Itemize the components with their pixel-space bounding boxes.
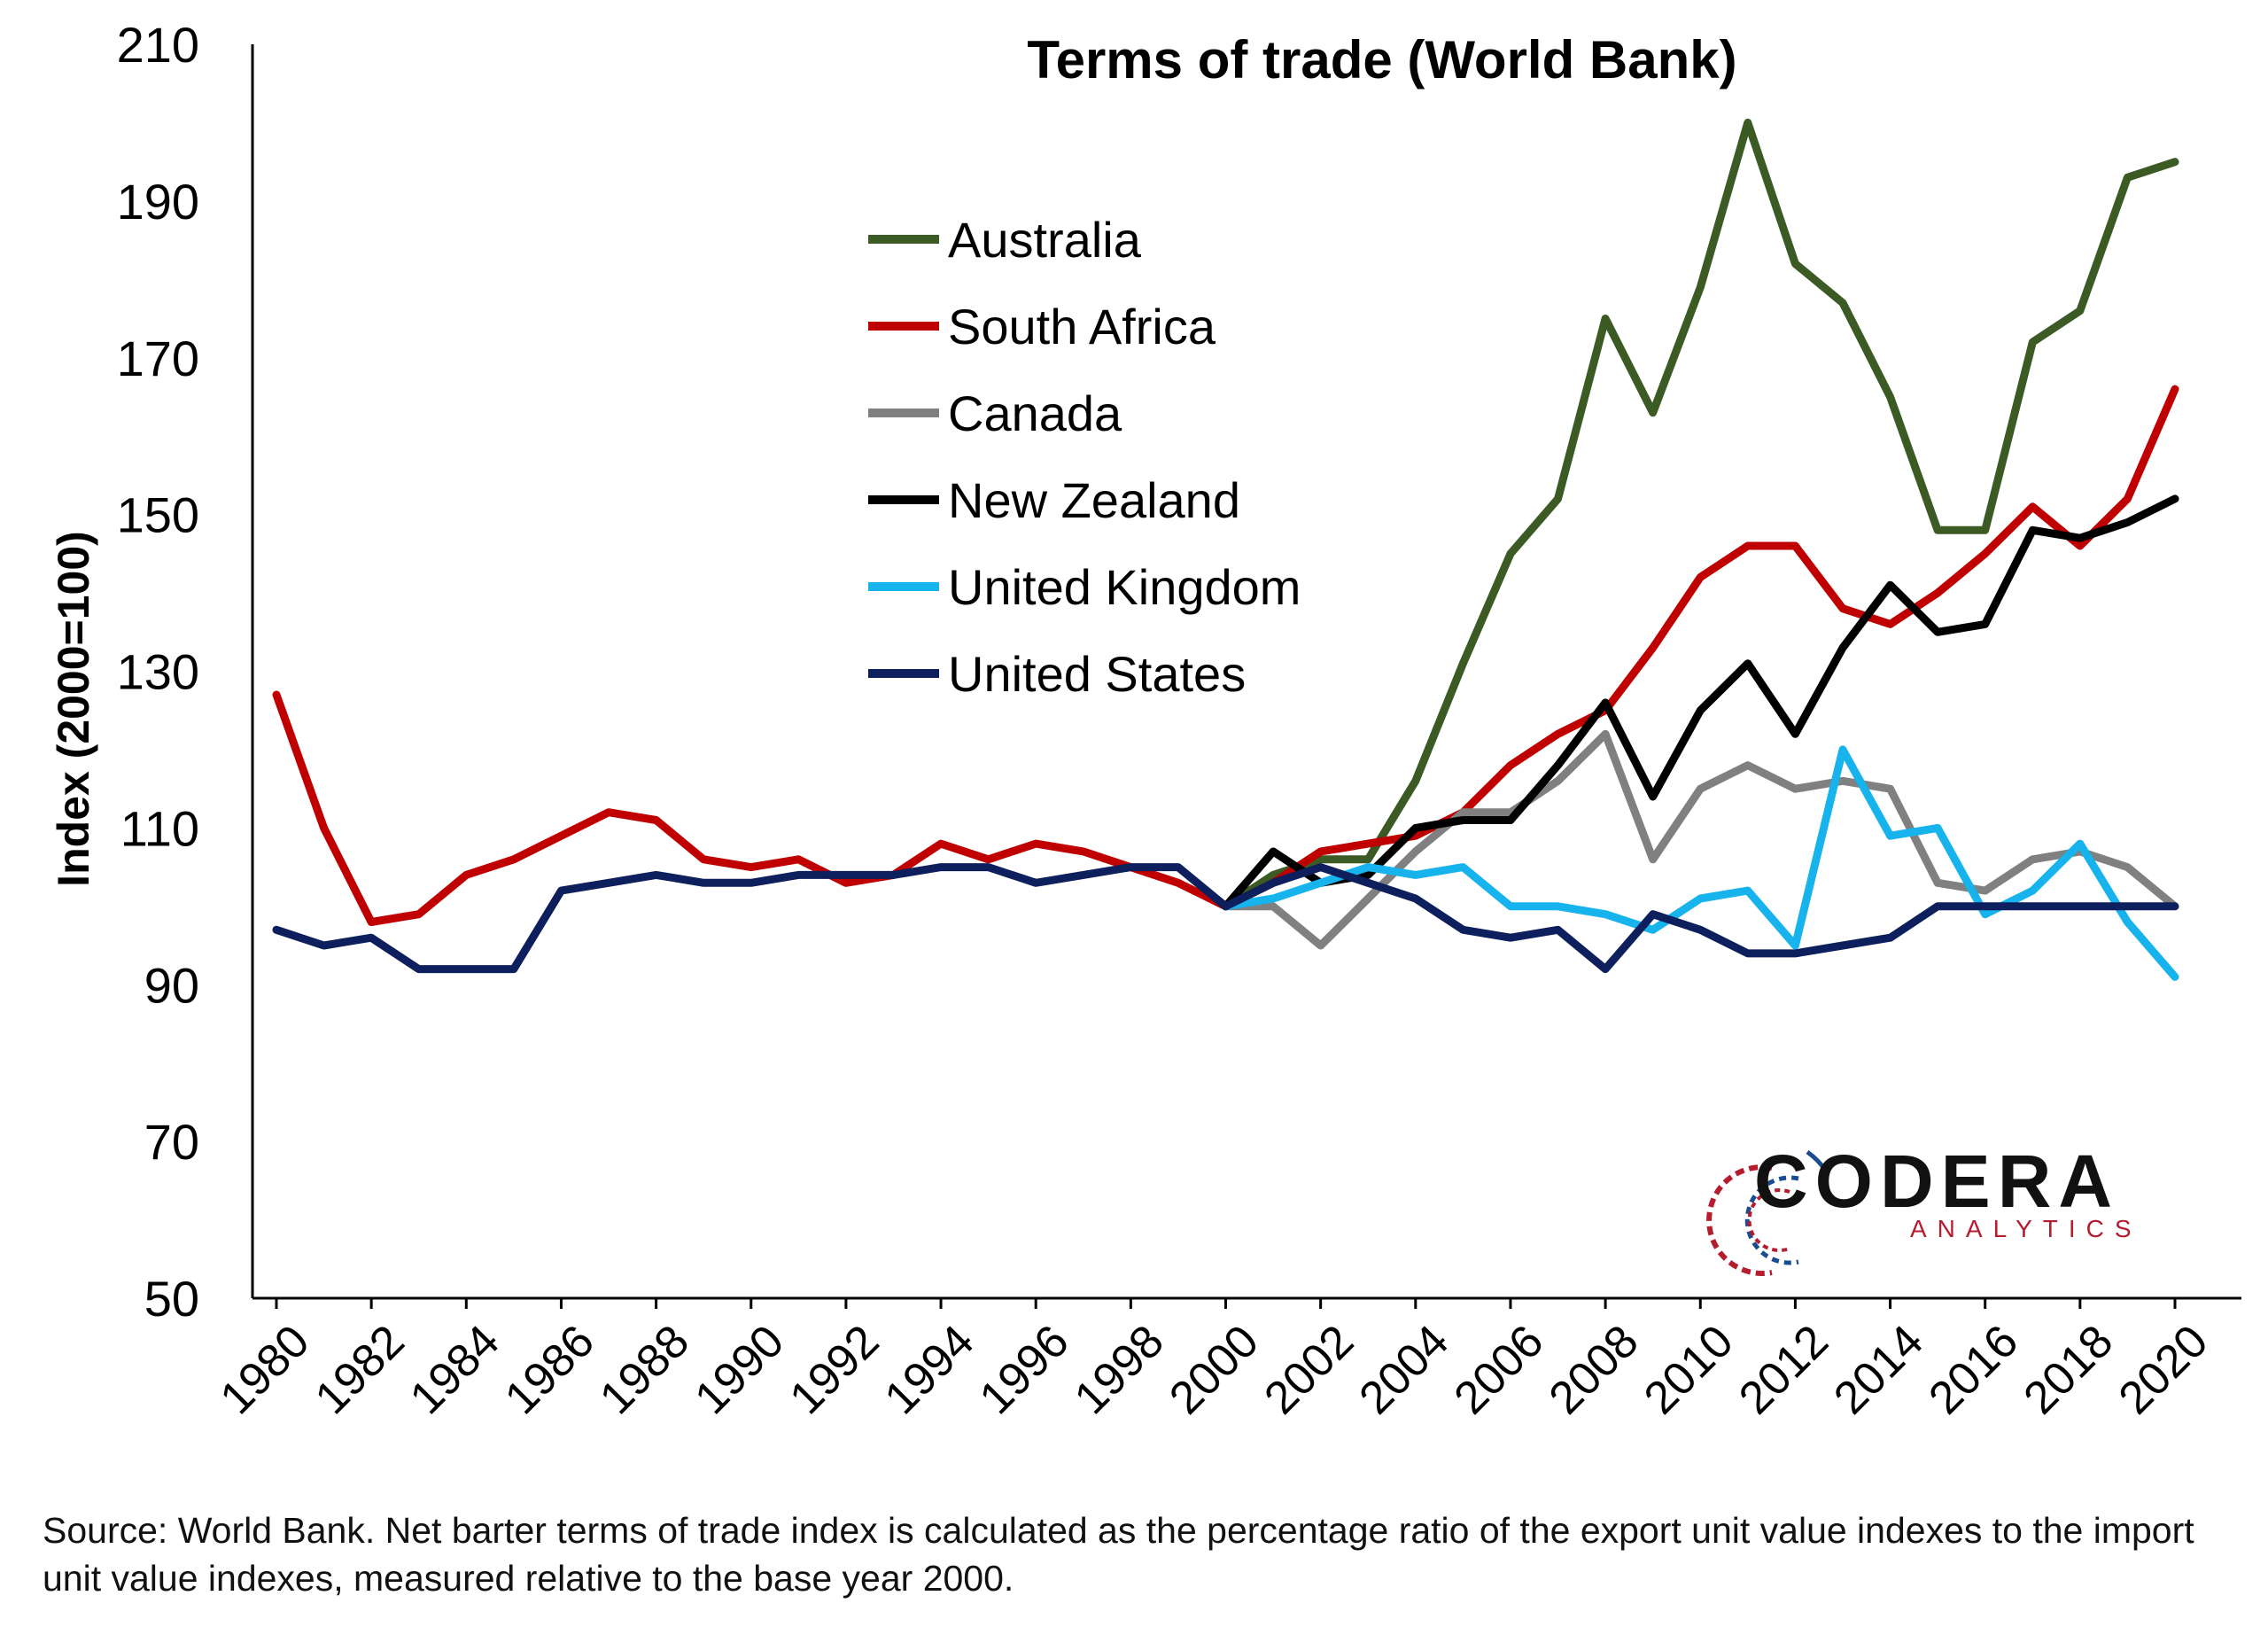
axes (251, 44, 2241, 1300)
x-tick-label: 2008 (1540, 1315, 1649, 1424)
y-tick-label: 190 (117, 174, 199, 230)
logo-mark-icon (1706, 1149, 1828, 1276)
x-tick-label: 1984 (400, 1315, 509, 1424)
x-tick-label: 2002 (1254, 1315, 1363, 1424)
y-tick-label: 90 (144, 957, 199, 1013)
y-tick-label: 50 (144, 1271, 199, 1327)
x-tick-label: 2004 (1349, 1315, 1458, 1424)
x-tick-label: 2018 (2015, 1315, 2124, 1424)
y-tick-label: 70 (144, 1114, 199, 1170)
x-tick-label: 2020 (2109, 1315, 2218, 1424)
x-tick-label: 1982 (306, 1315, 415, 1424)
logo-name: CODERA (1754, 1140, 2119, 1223)
y-tick-label: 110 (120, 800, 199, 856)
x-tick-label: 2006 (1445, 1315, 1554, 1424)
x-tick-label: 2016 (1919, 1315, 2028, 1424)
x-tick-label: 1990 (685, 1315, 794, 1424)
codera-logo: CODERA ANALYTICS (1706, 1140, 2142, 1276)
y-tick-labels: 50 70 90 110 130 150 170 190 210 (117, 17, 199, 1327)
legend-label: New Zealand (948, 472, 1240, 528)
y-tick-label: 150 (117, 487, 199, 543)
series-line-united-states (272, 863, 2179, 974)
legend-label: United States (948, 646, 1246, 702)
logo-subtitle: ANALYTICS (1910, 1215, 2142, 1242)
legend-label: United Kingdom (948, 559, 1301, 615)
legend-label: South Africa (948, 299, 1216, 354)
y-tick-label: 130 (117, 644, 199, 700)
legend: Australia South Africa Canada New Zealand Un… (868, 212, 1301, 702)
y-tick-label: 210 (117, 17, 199, 73)
x-tick-label: 1980 (211, 1315, 320, 1424)
x-tick-label: 2010 (1635, 1315, 1744, 1424)
legend-label: Canada (948, 385, 1122, 441)
series-lines (272, 118, 2179, 981)
y-tick-label: 170 (117, 331, 199, 386)
x-tick-label: 2014 (1824, 1315, 1933, 1424)
source-note: Source: World Bank. Net barter terms of … (43, 1510, 2194, 1599)
x-tick-label: 1998 (1065, 1315, 1174, 1424)
y-axis-label: Index (2000=100) (49, 531, 98, 887)
x-tick-label: 1988 (590, 1315, 699, 1424)
series-line-united-kingdom (1222, 745, 2179, 981)
x-tick-label: 1996 (970, 1315, 1079, 1424)
x-tick-label: 2000 (1160, 1315, 1269, 1424)
x-tick-label: 1992 (781, 1315, 889, 1424)
x-tick-label: 1986 (495, 1315, 604, 1424)
series-line-canada (1222, 729, 2179, 950)
legend-label: Australia (948, 212, 1142, 268)
chart-title: Terms of trade (World Bank) (1027, 30, 1736, 90)
x-tick-labels: 1980198219841986198819901992199419961998… (211, 1298, 2218, 1424)
x-tick-label: 1994 (875, 1315, 984, 1424)
series-line-australia (1222, 118, 2179, 911)
series-line-new-zealand (1222, 494, 2179, 911)
x-tick-label: 2012 (1729, 1315, 1838, 1424)
